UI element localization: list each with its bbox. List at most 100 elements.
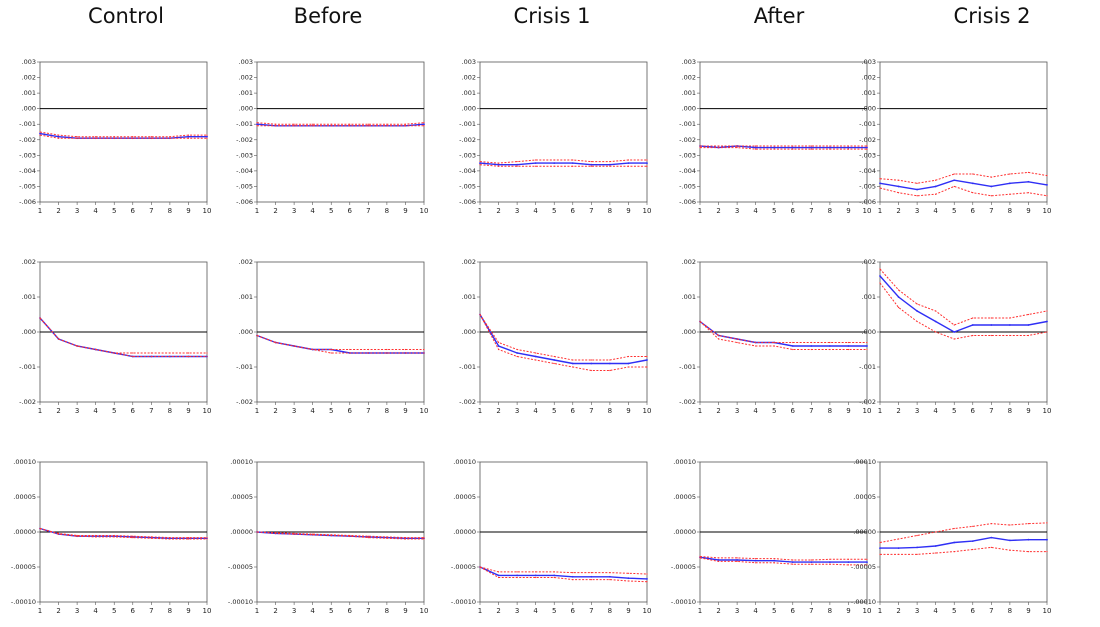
response-point-r1-c2-9 — [646, 359, 648, 361]
response-point-r0-c2-5 — [571, 162, 574, 165]
lower-point-r1-c0-0 — [39, 317, 41, 319]
lower-point-r0-c4-1 — [897, 192, 900, 194]
x-tick-label-r1-c4-5: 6 — [971, 407, 976, 415]
response-point-r1-c4-9 — [1046, 320, 1048, 323]
upper-point-r1-c3-2 — [736, 338, 738, 340]
y-tick-label-r0-c4-3: .000 — [862, 105, 876, 113]
x-tick-label-r0-c2-8: 9 — [626, 207, 630, 215]
x-tick-label-r1-c1-0: 1 — [255, 407, 259, 415]
response-point-r0-c0-9 — [206, 135, 208, 138]
y-tick-label-r0-c0-6: -.003 — [19, 151, 36, 159]
upper-point-r1-c3-8 — [847, 341, 850, 344]
x-tick-label-r1-c0-5: 6 — [131, 407, 136, 415]
y-tick-label-r2-c4-4: -.00010 — [851, 598, 876, 606]
x-tick-label-r2-c1-5: 6 — [348, 607, 353, 615]
upper-point-r0-c1-8 — [404, 123, 407, 125]
upper-point-r0-c3-6 — [810, 145, 812, 147]
response-line-r1-c2 — [479, 314, 648, 365]
lower-point-r0-c4-4 — [953, 185, 955, 188]
upper-point-r1-c4-3 — [935, 310, 937, 312]
response-point-r1-c3-7 — [828, 345, 831, 347]
lower-point-r0-c4-7 — [1009, 193, 1011, 195]
x-tick-label-r0-c4-5: 6 — [971, 207, 976, 215]
x-tick-label-r0-c0-0: 1 — [38, 207, 42, 215]
plot-frame-r0-c1 — [256, 61, 425, 203]
upper-line-r0-c4 — [879, 171, 1048, 184]
y-tick-label-r0-c3-8: -.005 — [679, 182, 696, 190]
y-tick-label-r0-c2-4: -.001 — [459, 120, 476, 128]
y-tick-label-r1-c1-3: -.001 — [236, 363, 253, 371]
y-tick-label-r1-c4-2: .000 — [862, 328, 876, 336]
y-tick-label-r0-c2-1: .002 — [462, 74, 476, 82]
upper-point-r0-c3-4 — [773, 145, 775, 147]
upper-point-r0-c2-4 — [553, 159, 555, 161]
x-tick-label-r1-c1-9: 10 — [420, 407, 429, 415]
lower-point-r0-c3-5 — [792, 148, 794, 150]
lower-point-r2-c0-8 — [187, 538, 190, 540]
upper-point-r2-c0-8 — [187, 537, 190, 539]
x-tick-label-r0-c4-9: 10 — [1043, 207, 1052, 215]
y-tick-label-r1-c1-0: .002 — [239, 258, 253, 266]
y-tick-label-r0-c4-2: .001 — [862, 89, 876, 97]
x-tick-label-r2-c4-6: 7 — [989, 607, 993, 615]
lower-point-r1-c1-6 — [367, 352, 369, 354]
lower-point-r2-c3-7 — [829, 563, 831, 565]
response-point-r0-c1-9 — [423, 123, 425, 126]
x-tick-label-r2-c2-2: 3 — [515, 607, 519, 615]
upper-point-r2-c0-3 — [95, 534, 97, 537]
lower-point-r1-c0-9 — [206, 355, 208, 358]
x-tick-label-r0-c2-5: 6 — [571, 207, 576, 215]
lower-point-r2-c4-7 — [1009, 549, 1011, 551]
lower-point-r1-c1-7 — [386, 352, 388, 354]
y-tick-label-r0-c0-9: -.006 — [19, 198, 36, 206]
lower-point-r1-c2-7 — [609, 369, 611, 372]
upper-point-r2-c1-6 — [367, 535, 369, 537]
lower-point-r0-c4-9 — [1046, 195, 1048, 197]
upper-point-r0-c1-0 — [256, 122, 258, 124]
y-tick-label-r1-c0-4: -.002 — [19, 398, 36, 406]
plot-frame-r0-c3 — [699, 61, 868, 203]
y-tick-label-r2-c0-0: .00010 — [13, 458, 36, 466]
y-tick-label-r2-c3-3: -.00005 — [671, 563, 696, 571]
x-tick-label-r0-c2-7: 8 — [608, 207, 612, 215]
response-point-r0-c0-0 — [39, 132, 41, 135]
x-tick-label-r0-c1-4: 5 — [329, 207, 333, 215]
column-title-control: Control — [88, 4, 164, 28]
upper-point-r1-c1-5 — [349, 348, 351, 351]
y-tick-label-r0-c0-1: .002 — [22, 74, 36, 82]
upper-point-r1-c3-9 — [866, 341, 868, 344]
upper-point-r0-c1-4 — [330, 123, 332, 125]
y-tick-label-r2-c0-1: .00005 — [13, 493, 36, 501]
lower-point-r0-c1-5 — [349, 125, 351, 127]
lower-point-r0-c1-9 — [423, 125, 425, 127]
upper-point-r0-c0-1 — [57, 134, 60, 136]
x-tick-label-r2-c2-6: 7 — [589, 607, 593, 615]
response-point-r1-c4-7 — [1008, 324, 1011, 326]
lower-point-r1-c4-5 — [972, 334, 974, 337]
response-point-r2-c2-4 — [553, 574, 556, 577]
x-tick-label-r1-c2-1: 2 — [496, 407, 500, 415]
x-tick-label-r0-c3-0: 1 — [698, 207, 702, 215]
lower-line-r1-c2 — [479, 314, 647, 371]
x-tick-label-r2-c0-8: 9 — [186, 607, 190, 615]
lower-point-r2-c0-7 — [169, 538, 171, 540]
lower-point-r0-c4-5 — [972, 192, 974, 194]
lower-point-r0-c0-2 — [76, 137, 78, 139]
lower-point-r1-c0-7 — [169, 355, 171, 358]
lower-point-r2-c1-0 — [256, 531, 258, 533]
lower-point-r2-c4-5 — [972, 548, 974, 551]
upper-point-r0-c2-5 — [572, 159, 574, 161]
upper-point-r0-c0-9 — [206, 134, 208, 136]
lower-point-r2-c4-0 — [879, 553, 881, 556]
x-tick-label-r1-c4-4: 5 — [952, 407, 956, 415]
x-tick-label-r0-c1-6: 7 — [366, 207, 370, 215]
response-point-r0-c4-2 — [916, 188, 919, 191]
response-point-r1-c4-4 — [953, 331, 956, 333]
x-tick-label-r0-c1-9: 10 — [420, 207, 429, 215]
lower-point-r2-c4-8 — [1027, 551, 1030, 553]
lower-point-r1-c1-2 — [293, 345, 295, 347]
y-tick-label-r0-c3-5: -.002 — [679, 136, 696, 144]
response-point-r0-c4-8 — [1027, 180, 1030, 183]
upper-point-r2-c4-5 — [972, 525, 974, 528]
x-tick-label-r2-c4-7: 8 — [1008, 607, 1012, 615]
